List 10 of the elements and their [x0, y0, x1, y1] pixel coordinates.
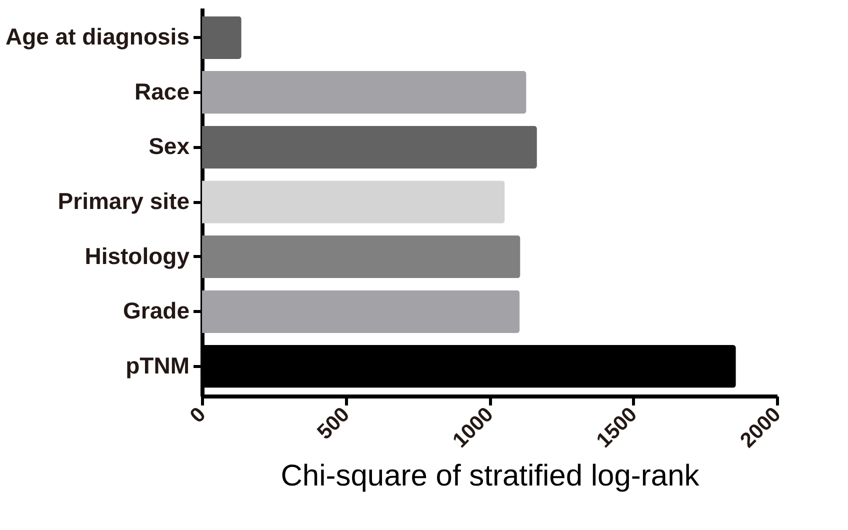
y-tick-label: pTNM [126, 352, 190, 378]
x-tick-label: 500 [312, 403, 354, 444]
y-tick-label: Race [134, 78, 190, 104]
y-tick-label: Primary site [58, 188, 190, 214]
y-tick-label: Sex [148, 133, 190, 160]
y-tick-label: Grade [123, 298, 190, 324]
y-tick-label: Age at diagnosis [5, 24, 190, 50]
y-tick-label: Histology [84, 242, 190, 269]
x-axis-title: Chi-square of stratified log-rank [280, 460, 700, 493]
x-tick-label: 0 [186, 403, 210, 428]
